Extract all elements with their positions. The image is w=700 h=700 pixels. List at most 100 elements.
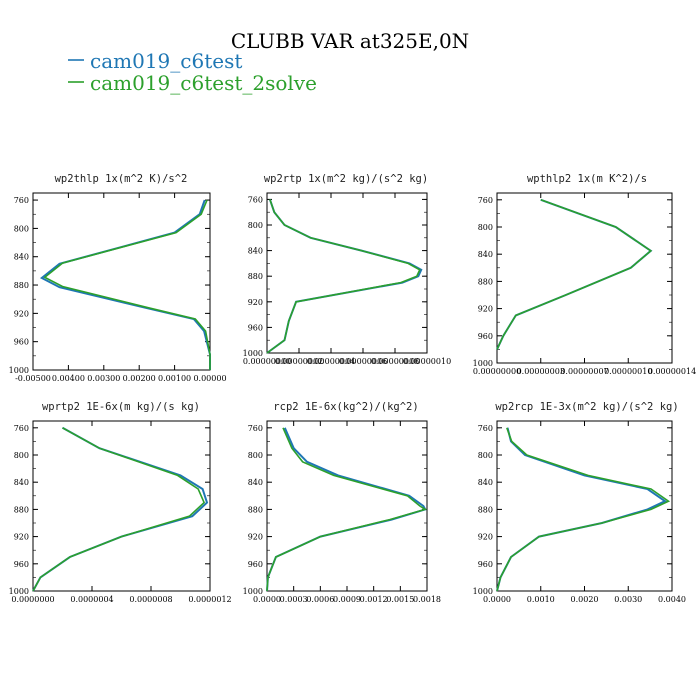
y-tick-label: 800 bbox=[478, 451, 493, 460]
x-tick-label: 0.0000008 bbox=[129, 595, 172, 604]
y-tick-label: 760 bbox=[478, 196, 493, 205]
x-tick-label: 0.0003 bbox=[280, 595, 308, 604]
chart-panel: wp2thlp 1x(m^2 K)/s^2 760 800 840 880 920 960 1… bbox=[9, 173, 227, 383]
series-line bbox=[496, 427, 671, 592]
x-tick-label: 0.00000006 bbox=[339, 357, 387, 366]
panel-title: wp2thlp 1x(m^2 K)/s^2 bbox=[55, 173, 188, 185]
panel-title: wp2rtp 1x(m^2 kg)/(s^2 kg) bbox=[264, 173, 428, 185]
series-line bbox=[32, 427, 206, 592]
y-tick-label: 880 bbox=[478, 277, 493, 286]
y-tick-label: 920 bbox=[14, 309, 29, 318]
x-tick-label: 0.00000003 bbox=[517, 367, 565, 376]
plot-frame bbox=[266, 192, 428, 354]
legend-label-2: cam019_c6test_2solve bbox=[90, 71, 317, 95]
x-tick-label: 0.00000000 bbox=[243, 357, 291, 366]
x-tick-label: 0.00400 bbox=[52, 374, 85, 383]
plot-frame bbox=[32, 420, 211, 592]
y-tick-label: 760 bbox=[248, 195, 263, 204]
x-tick-label: 0.0020 bbox=[571, 595, 599, 604]
y-tick-label: 1000 bbox=[473, 359, 493, 368]
y-tick-label: 880 bbox=[248, 505, 263, 514]
y-tick-label: 800 bbox=[14, 451, 29, 460]
x-tick-label: 0.0000 bbox=[253, 595, 281, 604]
x-tick-label: 0.0000004 bbox=[70, 595, 113, 604]
y-tick-label: 1000 bbox=[9, 366, 29, 375]
y-tick-label: 840 bbox=[248, 247, 263, 256]
y-tick-label: 880 bbox=[248, 272, 263, 281]
y-tick-label: 880 bbox=[478, 505, 493, 514]
x-tick-label: 0.0009 bbox=[333, 595, 361, 604]
chart-panel: wprtp2 1E-6x(m kg)/(s kg) 760 800 840 880 920… bbox=[9, 401, 232, 604]
y-tick-label: 960 bbox=[14, 560, 29, 569]
y-tick-label: 920 bbox=[14, 533, 29, 542]
y-tick-label: 1000 bbox=[243, 349, 263, 358]
x-tick-label: 0.00000010 bbox=[403, 357, 451, 366]
y-tick-label: 880 bbox=[14, 505, 29, 514]
y-tick-label: 840 bbox=[478, 250, 493, 259]
x-tick-label: 0.00300 bbox=[87, 374, 120, 383]
y-tick-label: 800 bbox=[478, 223, 493, 232]
series-line bbox=[496, 199, 653, 350]
y-tick-label: 800 bbox=[248, 221, 263, 230]
y-tick-label: 840 bbox=[248, 478, 263, 487]
y-tick-label: 960 bbox=[248, 560, 263, 569]
y-tick-label: 1000 bbox=[243, 587, 263, 596]
x-tick-label: 0.0006 bbox=[306, 595, 334, 604]
y-tick-label: 840 bbox=[478, 478, 493, 487]
y-tick-label: 1000 bbox=[9, 587, 29, 596]
x-tick-label: 0.00000000 bbox=[473, 367, 521, 376]
y-tick-label: 960 bbox=[14, 338, 29, 347]
series-line bbox=[266, 427, 428, 592]
panel-title: wpthlp2 1x(m K^2)/s bbox=[527, 173, 647, 185]
x-tick-label: 0.00200 bbox=[123, 374, 156, 383]
x-tick-label: 0.0015 bbox=[386, 595, 414, 604]
y-tick-label: 1000 bbox=[473, 587, 493, 596]
chart-panel: wpthlp2 1x(m K^2)/s 760 800 840 880 920 960 100… bbox=[473, 173, 697, 376]
y-tick-label: 920 bbox=[478, 305, 493, 314]
x-tick-label: 0.00100 bbox=[158, 374, 191, 383]
chart-panel: rcp2 1E-6x(kg^2)/(kg^2) 760 800 840 880 920 96… bbox=[243, 401, 441, 604]
y-tick-label: 800 bbox=[248, 451, 263, 460]
plot-frame bbox=[32, 192, 211, 371]
x-tick-label: 0.00000 bbox=[193, 374, 226, 383]
x-tick-label: 0.0010 bbox=[527, 595, 555, 604]
x-tick-label: 0.0018 bbox=[413, 595, 441, 604]
y-tick-label: 800 bbox=[14, 224, 29, 233]
y-tick-label: 880 bbox=[14, 281, 29, 290]
y-tick-label: 960 bbox=[478, 332, 493, 341]
y-tick-label: 840 bbox=[14, 253, 29, 262]
x-tick-label: 0.0000000 bbox=[11, 595, 54, 604]
panel-title: wprtp2 1E-6x(m kg)/(s kg) bbox=[42, 401, 200, 413]
x-tick-label: 0.0012 bbox=[360, 595, 388, 604]
chart-panel: wp2rcp 1E-3x(m^2 kg)/(s^2 kg) 760 800 840 88… bbox=[473, 401, 686, 604]
x-tick-label: 0.0040 bbox=[658, 595, 686, 604]
x-tick-label: 0.0000 bbox=[483, 595, 511, 604]
x-tick-label: 0.00000010 bbox=[604, 367, 652, 376]
y-tick-label: 840 bbox=[14, 478, 29, 487]
chart-panel: wp2rtp 1x(m^2 kg)/(s^2 kg) 760 800 840 880 92… bbox=[243, 173, 452, 366]
series-line bbox=[43, 199, 211, 370]
x-tick-label: 0.00000014 bbox=[648, 367, 696, 376]
x-tick-label: 0.00000008 bbox=[371, 357, 419, 366]
panels: wp2thlp 1x(m^2 K)/s^2 760 800 840 880 920 960 1… bbox=[9, 173, 697, 604]
series-line bbox=[39, 199, 211, 370]
legend-label-1: cam019_c6test bbox=[90, 49, 242, 73]
x-tick-label: 0.00000002 bbox=[275, 357, 323, 366]
y-tick-label: 760 bbox=[248, 424, 263, 433]
y-tick-label: 760 bbox=[478, 424, 493, 433]
x-tick-label: 0.00000004 bbox=[307, 357, 355, 366]
y-tick-label: 760 bbox=[14, 196, 29, 205]
y-tick-label: 920 bbox=[248, 533, 263, 542]
panel-title: rcp2 1E-6x(kg^2)/(kg^2) bbox=[273, 401, 418, 413]
x-tick-label: 0.0000012 bbox=[188, 595, 231, 604]
y-tick-label: 920 bbox=[478, 533, 493, 542]
y-tick-label: 960 bbox=[478, 560, 493, 569]
figure-title: CLUBB VAR at325E,0N bbox=[231, 29, 469, 53]
x-tick-label: 0.00000007 bbox=[560, 367, 608, 376]
x-tick-label: -0.00500 bbox=[15, 374, 51, 383]
y-tick-label: 920 bbox=[248, 298, 263, 307]
panel-title: wp2rcp 1E-3x(m^2 kg)/(s^2 kg) bbox=[495, 401, 678, 413]
y-tick-label: 760 bbox=[14, 424, 29, 433]
legend: cam019_c6test cam019_c6test_2solve bbox=[68, 49, 317, 95]
